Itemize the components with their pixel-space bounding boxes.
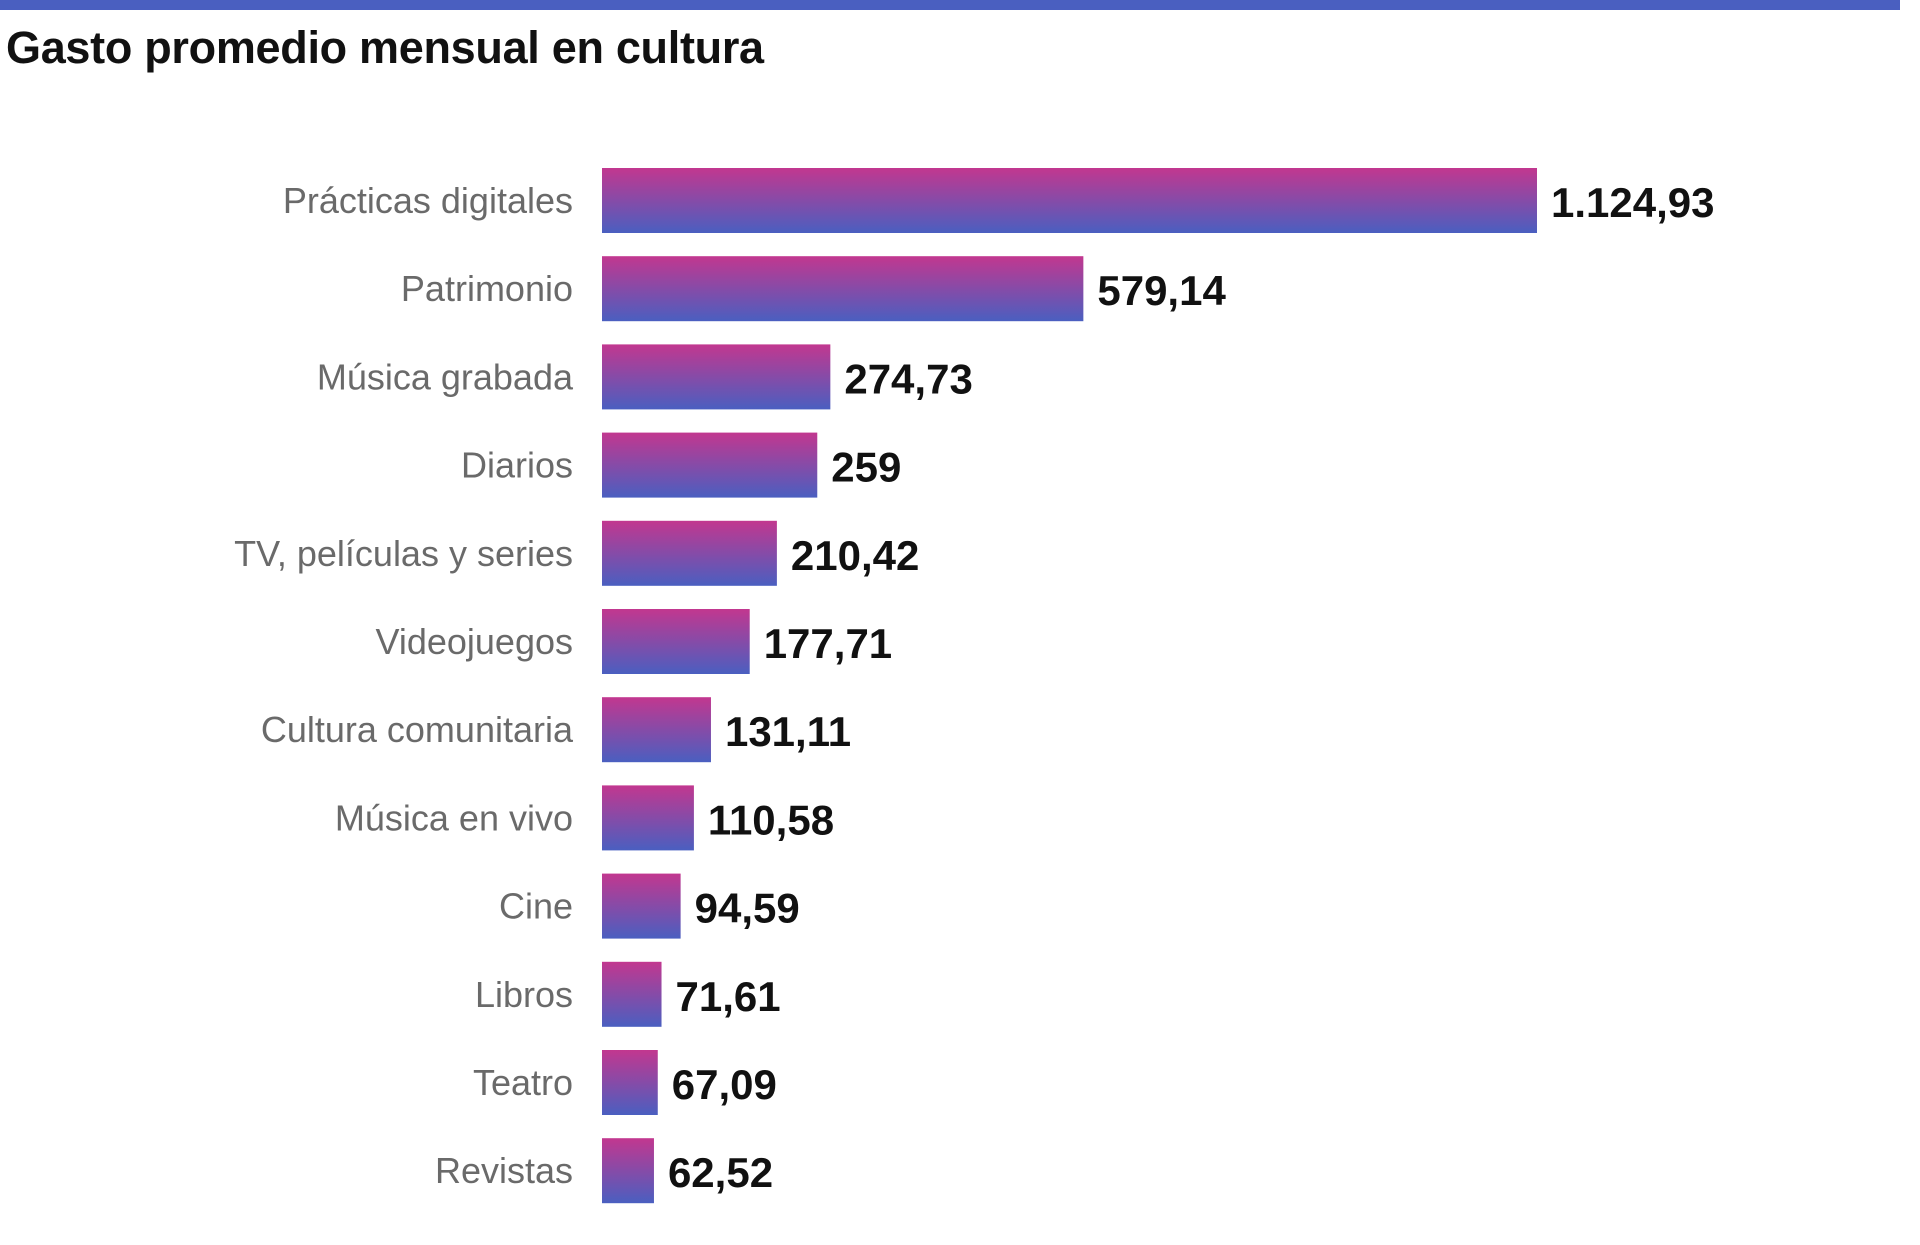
value-label: 94,59 <box>695 885 800 932</box>
bar <box>602 256 1084 322</box>
value-label: 110,58 <box>708 796 834 843</box>
category-label: Música en vivo <box>335 797 573 838</box>
category-label: Videojuegos <box>375 621 573 662</box>
category-label: Libros <box>475 974 573 1015</box>
value-label: 62,52 <box>668 1149 773 1196</box>
value-label: 177,71 <box>764 620 892 667</box>
category-label: Música grabada <box>317 356 574 397</box>
bar <box>602 1138 654 1204</box>
value-label: 1.124,93 <box>1551 179 1715 226</box>
category-label: Cine <box>499 886 573 927</box>
category-label: Prácticas digitales <box>283 180 573 221</box>
bar <box>602 432 818 498</box>
value-label: 210,42 <box>791 532 919 579</box>
category-label: Revistas <box>435 1150 573 1191</box>
bar <box>602 873 681 939</box>
bar <box>602 785 694 851</box>
value-label: 71,61 <box>676 973 781 1020</box>
category-label: Diarios <box>461 445 573 486</box>
category-label: TV, películas y series <box>234 533 573 574</box>
bar <box>602 609 750 674</box>
bar <box>602 520 777 586</box>
bar <box>602 961 662 1027</box>
value-label: 579,14 <box>1097 267 1226 314</box>
value-label: 131,11 <box>725 708 851 755</box>
bar <box>602 168 1537 233</box>
value-label: 67,09 <box>672 1061 777 1108</box>
chart-title: Gasto promedio mensual en cultura <box>6 22 764 73</box>
category-label: Cultura comunitaria <box>261 709 574 750</box>
value-label: 274,73 <box>844 355 972 402</box>
top-accent-rule <box>0 0 1900 10</box>
category-label: Patrimonio <box>401 268 573 309</box>
bar <box>602 344 831 410</box>
value-label: 259 <box>831 444 901 491</box>
bar <box>602 1050 658 1115</box>
category-label: Teatro <box>473 1062 573 1103</box>
bar <box>602 697 711 763</box>
